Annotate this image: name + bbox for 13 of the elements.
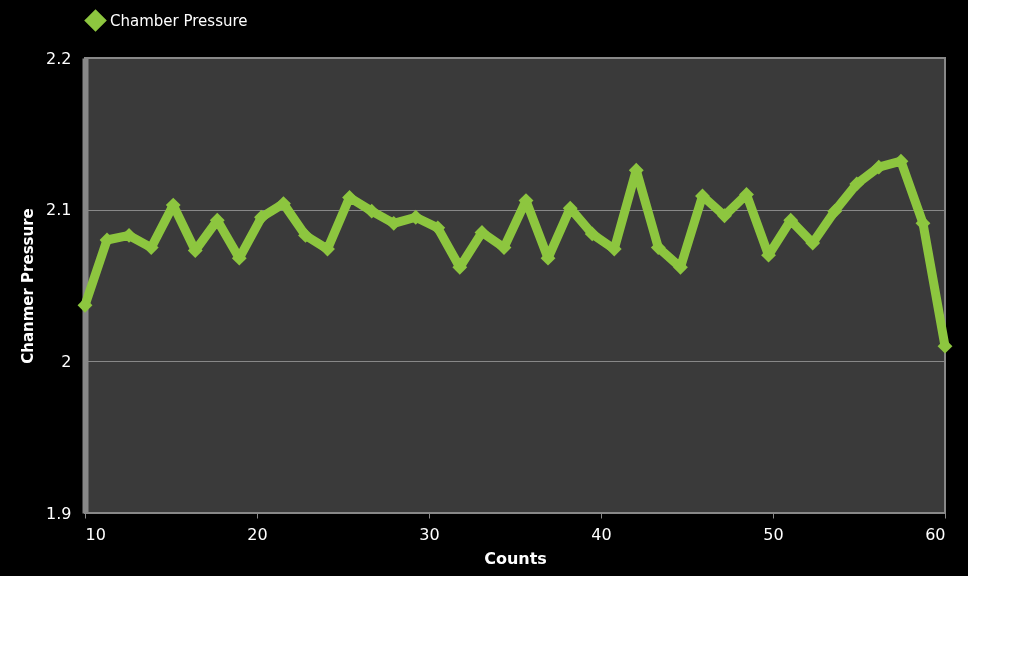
- y-tick-label: 1.9: [46, 503, 72, 523]
- x-tick-label: 60: [925, 524, 946, 544]
- x-tick-label: 10: [85, 524, 106, 544]
- y-tick-label: 2: [61, 351, 72, 371]
- y-axis-title: Chanmer Pressure: [19, 208, 38, 364]
- x-tick-label: 20: [247, 524, 268, 544]
- x-tick-label: 30: [419, 524, 440, 544]
- x-tick-label: 50: [763, 524, 784, 544]
- y-tick-label: 2.1: [46, 200, 72, 220]
- x-axis-title: Counts: [484, 548, 547, 568]
- x-tick-label: 40: [591, 524, 612, 544]
- y-tick-label: 2.2: [46, 48, 72, 68]
- legend-label: Chamber Pressure: [110, 11, 248, 30]
